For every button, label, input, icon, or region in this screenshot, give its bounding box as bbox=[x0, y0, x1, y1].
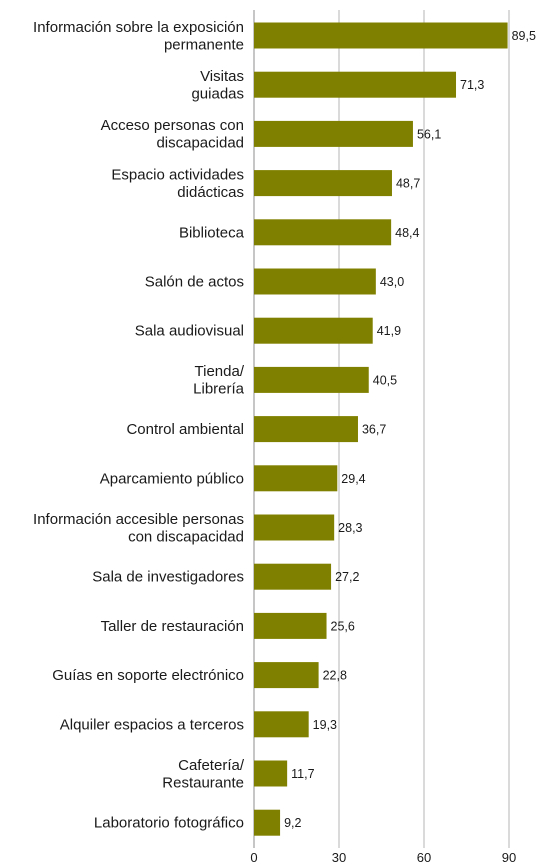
bar-14 bbox=[254, 711, 309, 738]
bar-10 bbox=[254, 514, 335, 541]
x-axis-ticks: 0 30 60 90 bbox=[250, 850, 516, 864]
category-label-14: Alquiler espacios a terceros bbox=[60, 716, 244, 733]
bar-5 bbox=[254, 268, 376, 295]
category-label-9: Aparcamiento público bbox=[100, 470, 244, 487]
category-label-16: Laboratorio fotográfico bbox=[94, 815, 244, 832]
x-tick-label-90: 90 bbox=[502, 850, 516, 864]
bar-6 bbox=[254, 317, 373, 344]
x-tick-label-60: 60 bbox=[417, 850, 431, 864]
value-label-2: 56,1 bbox=[417, 127, 441, 141]
category-label-2: Acceso personas con discapacidad bbox=[101, 117, 244, 152]
category-labels: Información sobre la exposición permanent… bbox=[33, 19, 245, 832]
bar-3 bbox=[254, 170, 392, 197]
value-label-3: 48,7 bbox=[396, 177, 420, 191]
bar-16 bbox=[254, 809, 281, 836]
value-label-7: 40,5 bbox=[373, 373, 397, 387]
category-label-1: Visitas guiadas bbox=[191, 68, 244, 103]
value-label-8: 36,7 bbox=[362, 423, 386, 437]
value-label-0: 89,5 bbox=[512, 29, 536, 43]
bar-9 bbox=[254, 465, 338, 492]
value-label-12: 25,6 bbox=[331, 619, 355, 633]
bar-12 bbox=[254, 612, 327, 639]
value-label-14: 19,3 bbox=[313, 718, 337, 732]
category-label-10: Información accesible personas con discap… bbox=[33, 511, 244, 546]
value-label-15: 11,7 bbox=[291, 767, 314, 781]
bar-13 bbox=[254, 662, 319, 689]
category-label-15: Cafetería/Restaurante bbox=[162, 757, 245, 792]
x-tick-label-0: 0 bbox=[250, 850, 257, 864]
value-label-13: 22,8 bbox=[323, 669, 347, 683]
x-tick-label-30: 30 bbox=[332, 850, 346, 864]
bar-15 bbox=[254, 760, 288, 787]
category-label-5: Salón de actos bbox=[145, 274, 244, 291]
value-label-6: 41,9 bbox=[377, 324, 401, 338]
bar-8 bbox=[254, 416, 358, 443]
value-labels: 89,5 71,3 56,1 48,7 48,4 43,0 41,9 40,5 36,7 29,4… bbox=[284, 29, 536, 830]
bar-7 bbox=[254, 366, 369, 393]
bars bbox=[254, 22, 508, 836]
bar-4 bbox=[254, 219, 392, 246]
bar-11 bbox=[254, 563, 332, 590]
value-label-5: 43,0 bbox=[380, 275, 404, 289]
bar-1 bbox=[254, 71, 457, 98]
bar-0 bbox=[254, 22, 508, 49]
category-label-4: Biblioteca bbox=[179, 224, 245, 241]
value-label-1: 71,3 bbox=[460, 78, 484, 92]
value-label-10: 28,3 bbox=[338, 521, 362, 535]
bar-2 bbox=[254, 120, 413, 147]
category-label-6: Sala audiovisual bbox=[135, 323, 244, 340]
category-label-0: Información sobre la exposición permanent… bbox=[33, 19, 244, 54]
value-label-9: 29,4 bbox=[341, 472, 365, 486]
category-label-13: Guías en soporte electrónico bbox=[52, 667, 244, 684]
category-label-3: Espacio actividades didácticas bbox=[111, 166, 244, 201]
value-label-16: 9,2 bbox=[284, 816, 301, 830]
category-label-11: Sala de investigadores bbox=[92, 569, 244, 586]
value-label-11: 27,2 bbox=[335, 570, 359, 584]
category-label-8: Control ambiental bbox=[126, 421, 244, 438]
category-label-12: Taller de restauración bbox=[101, 618, 244, 635]
value-label-4: 48,4 bbox=[395, 226, 419, 240]
category-label-7: Tienda/Librería bbox=[193, 363, 245, 398]
